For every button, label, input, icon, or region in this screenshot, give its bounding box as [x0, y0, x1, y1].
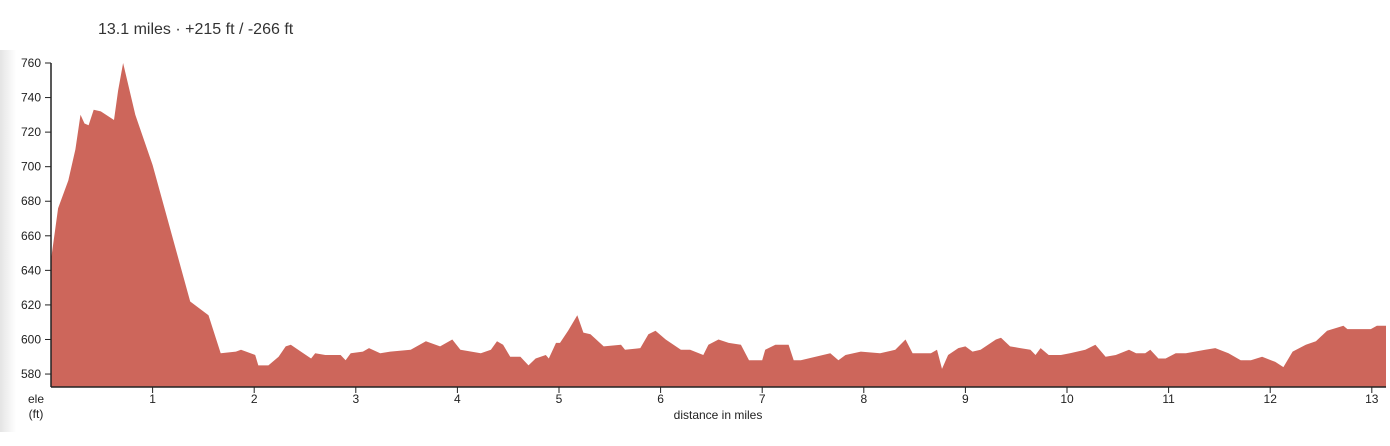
y-tick: 680: [21, 194, 51, 208]
x-tick: 9: [962, 387, 969, 406]
y-tick: 580: [21, 367, 51, 381]
x-tick: 13: [1365, 387, 1379, 406]
y-tick-label: 620: [21, 298, 41, 312]
y-tick: 600: [21, 332, 51, 346]
y-axis-label-line2: (ft): [29, 407, 44, 421]
y-axis-label-line1: ele: [28, 392, 44, 406]
x-tick-label: 7: [759, 392, 766, 406]
x-tick: 12: [1264, 387, 1278, 406]
y-tick-label: 760: [21, 56, 41, 70]
y-tick-label: 700: [21, 160, 41, 174]
x-tick: 3: [352, 387, 359, 406]
x-tick: 11: [1162, 387, 1175, 406]
route-summary: 13.1 miles · +215 ft / -266 ft: [98, 21, 294, 38]
x-tick: 6: [657, 387, 664, 406]
y-tick-label: 680: [21, 194, 41, 208]
y-tick-label: 600: [21, 332, 41, 346]
y-tick-label: 580: [21, 367, 41, 381]
y-tick-label: 640: [21, 263, 41, 277]
y-tick: 660: [21, 229, 51, 243]
x-tick-label: 2: [251, 392, 258, 406]
x-tick: 8: [860, 387, 867, 406]
y-tick-label: 740: [21, 91, 41, 105]
elevation-area: [51, 63, 1386, 387]
x-tick-label: 3: [352, 392, 359, 406]
x-tick-label: 13: [1365, 392, 1379, 406]
x-tick: 7: [759, 387, 766, 406]
x-tick-label: 1: [149, 392, 156, 406]
x-tick-label: 6: [657, 392, 664, 406]
x-tick: 10: [1060, 387, 1074, 406]
x-tick: 4: [454, 387, 461, 406]
x-tick-label: 8: [860, 392, 867, 406]
x-tick-label: 4: [454, 392, 461, 406]
x-tick-label: 5: [556, 392, 563, 406]
y-tick-label: 720: [21, 125, 41, 139]
x-tick: 5: [556, 387, 563, 406]
x-tick-label: 12: [1264, 392, 1278, 406]
left-shade: [0, 50, 16, 432]
x-tick-label: 10: [1060, 392, 1074, 406]
y-axis: 580 600 620 640 660 680 700 720 740 760: [21, 56, 52, 387]
y-tick: 700: [21, 160, 51, 174]
x-tick: 1: [149, 387, 156, 406]
y-tick: 620: [21, 298, 51, 312]
y-tick: 640: [21, 263, 51, 277]
y-tick: 720: [21, 125, 51, 139]
x-tick-label: 11: [1162, 392, 1175, 406]
x-tick-label: 9: [962, 392, 969, 406]
y-tick-label: 660: [21, 229, 41, 243]
x-axis: 1 2 3 4 5 6 7 8 9 10 11 12 13: [51, 386, 1387, 406]
x-tick: 2: [251, 387, 258, 406]
y-tick: 740: [21, 91, 51, 105]
x-axis-label: distance in miles: [674, 408, 763, 422]
y-tick: 760: [21, 56, 51, 70]
